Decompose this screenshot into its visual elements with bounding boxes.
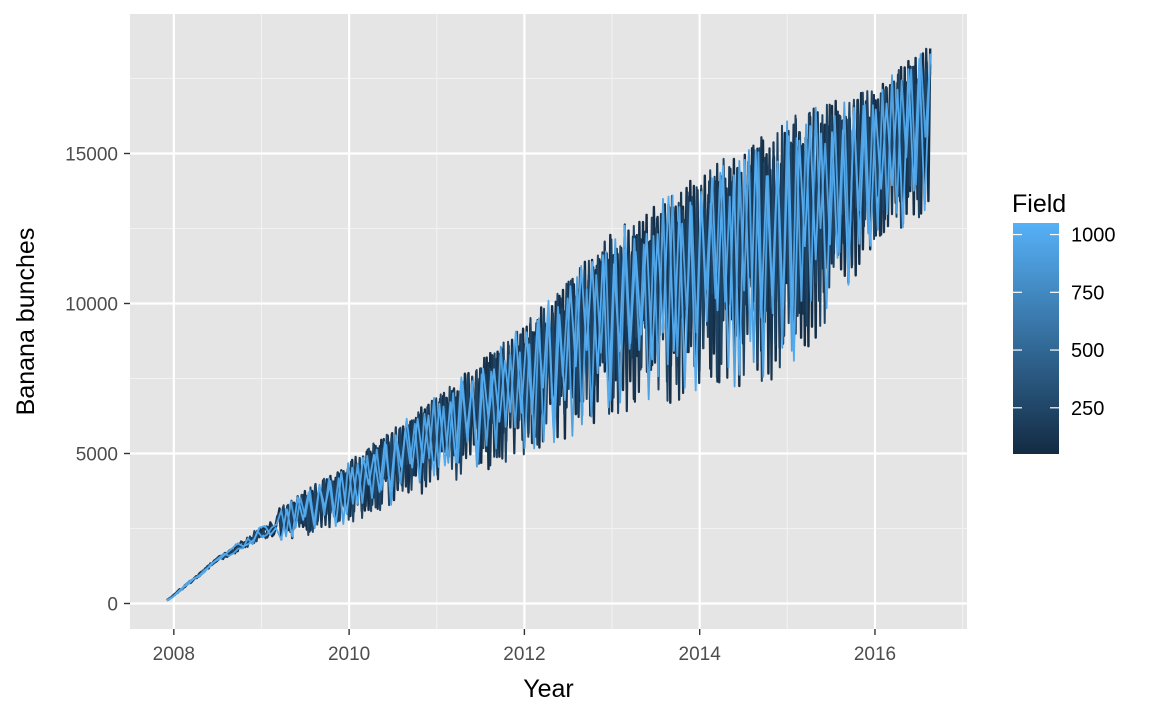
x-tick-label: 2016 [854, 644, 896, 665]
series-line [166, 53, 932, 602]
y-tick-label: 10000 [65, 295, 118, 316]
legend-title: Field [1012, 190, 1066, 218]
legend-break-label: 1000 [1071, 225, 1116, 247]
y-tick-label: 0 [107, 595, 118, 616]
legend-break-label: 500 [1071, 340, 1104, 362]
y-axis: 0 5000 10000 15000 [65, 145, 130, 616]
y-tick-label: 15000 [65, 145, 118, 166]
y-tick-label: 5000 [76, 445, 118, 466]
series-lines [166, 47, 932, 602]
legend-colorbar [1013, 223, 1059, 454]
x-tick-label: 2012 [503, 644, 545, 665]
y-axis-title: Banana bunches [12, 228, 40, 416]
x-axis-title: Year [523, 675, 574, 703]
legend: Field 250 500 750 1000 [1012, 190, 1116, 454]
x-tick-label: 2008 [153, 644, 195, 665]
x-tick-label: 2010 [328, 644, 370, 665]
major-gridlines [130, 14, 967, 629]
legend-break-label: 750 [1071, 282, 1104, 304]
legend-breaks: 250 500 750 1000 [1013, 225, 1116, 420]
legend-break-label: 250 [1071, 398, 1104, 420]
x-axis: 2008 2010 2012 2014 2016 [153, 629, 896, 665]
x-tick-label: 2014 [679, 644, 722, 665]
